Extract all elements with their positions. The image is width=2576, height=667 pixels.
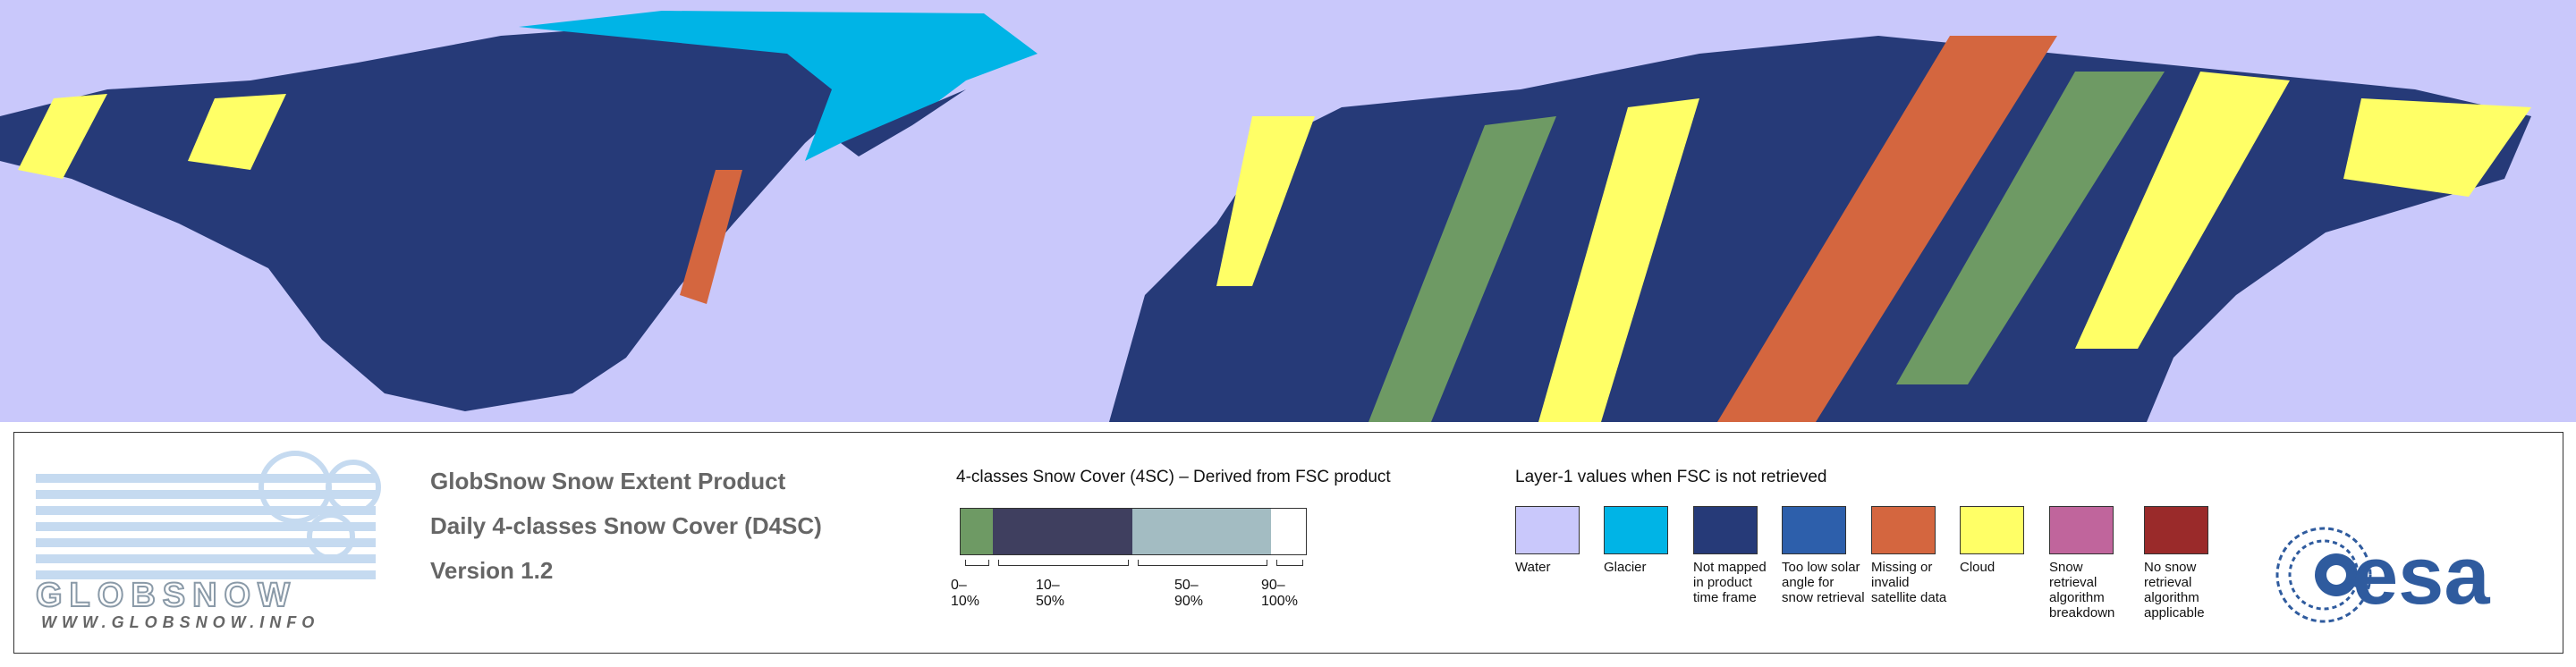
logo-name: GLOBSNOW [36, 577, 297, 614]
layer1-swatch [1782, 506, 1846, 554]
layer1-swatch [1515, 506, 1580, 554]
layer1-swatch [2144, 506, 2208, 554]
snow-cover-swatch [960, 508, 993, 555]
logo-url: WWW.GLOBSNOW.INFO [41, 613, 319, 631]
snow-cover-label: 90–100% [1261, 578, 1298, 609]
snow-cover-swatch [993, 508, 1132, 555]
snow-cover-title: 4-classes Snow Cover (4SC) – Derived fro… [956, 468, 1391, 486]
layer1-swatch [1960, 506, 2024, 554]
legend-panel [13, 432, 2563, 654]
class-bracket [1276, 560, 1303, 566]
layer1-label: Glacier [1604, 560, 1647, 575]
snow-cover-label: 0–10% [951, 578, 980, 609]
snow-map [0, 0, 2576, 422]
layer1-label: Too low solar angle for snow retrieval [1782, 560, 1865, 605]
layer1-label: No snow retrieval algorithm applicable [2144, 560, 2205, 621]
layer1-swatch [1604, 506, 1668, 554]
layer1-label: Cloud [1960, 560, 1996, 575]
product-version: Version 1.2 [430, 557, 554, 584]
class-bracket [998, 560, 1129, 566]
snow-cover-label: 50–90% [1174, 578, 1204, 609]
class-bracket [1138, 560, 1267, 566]
layer1-label: Not mapped in product time frame [1693, 560, 1767, 605]
product-title: GlobSnow Snow Extent Product [430, 468, 786, 494]
layer1-swatch [1693, 506, 1758, 554]
layer1-label: Water [1515, 560, 1551, 575]
class-bracket [965, 560, 989, 566]
snow-cover-swatch [1271, 508, 1307, 555]
agency-name: esa [2352, 530, 2490, 621]
layer1-label: Snow retrieval algorithm breakdown [2049, 560, 2115, 621]
product-subtitle: Daily 4-classes Snow Cover (D4SC) [430, 512, 822, 539]
layer1-title: Layer-1 values when FSC is not retrieved [1515, 468, 1827, 486]
globsnow-logo: GLOBSNOW WWW.GLOBSNOW.INFO [36, 451, 381, 631]
esa-logo: esa [2275, 527, 2490, 623]
layer1-swatch [1871, 506, 1936, 554]
snow-cover-label: 10–50% [1036, 578, 1065, 609]
snow-cover-swatch [1132, 508, 1271, 555]
layer1-swatch [2049, 506, 2114, 554]
layer1-label: Missing or invalid satellite data [1871, 560, 1947, 605]
